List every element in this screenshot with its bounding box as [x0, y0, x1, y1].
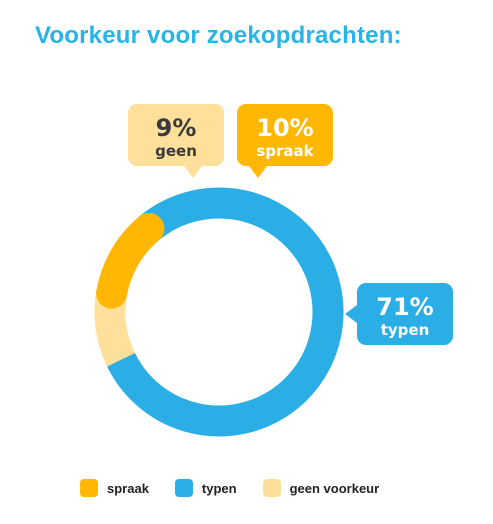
legend-item-geen: geen voorkeur	[262, 479, 380, 497]
callout-geen: 9% geen	[128, 104, 224, 178]
callout-typen-label: typen	[380, 321, 430, 339]
legend-swatch-geen	[262, 479, 281, 497]
callout-spraak: 10% spraak	[237, 104, 333, 178]
legend-item-typen: typen	[174, 479, 237, 497]
legend-swatch-spraak	[80, 479, 98, 497]
donut-slice-typen	[105, 187, 344, 437]
legend-item-spraak: spraak	[80, 479, 149, 497]
legend-label-spraak: spraak	[107, 480, 149, 496]
callout-geen-label: geen	[155, 142, 197, 160]
callout-geen-percent: 9%	[155, 114, 197, 142]
legend-label-typen: typen	[201, 480, 237, 496]
legend: spraak typen geen voorkeur	[80, 479, 405, 497]
page-title: Voorkeur voor zoekopdrachten:	[35, 22, 402, 49]
callout-spraak-percent: 10%	[256, 114, 314, 142]
callout-spraak-label: spraak	[256, 142, 314, 160]
legend-swatch-typen	[174, 479, 193, 497]
donut-slice-spraak	[96, 213, 165, 309]
legend-label-geen: geen voorkeur	[289, 480, 380, 496]
callout-typen: 71% typen	[345, 283, 453, 345]
callout-typen-percent: 71%	[376, 293, 434, 321]
